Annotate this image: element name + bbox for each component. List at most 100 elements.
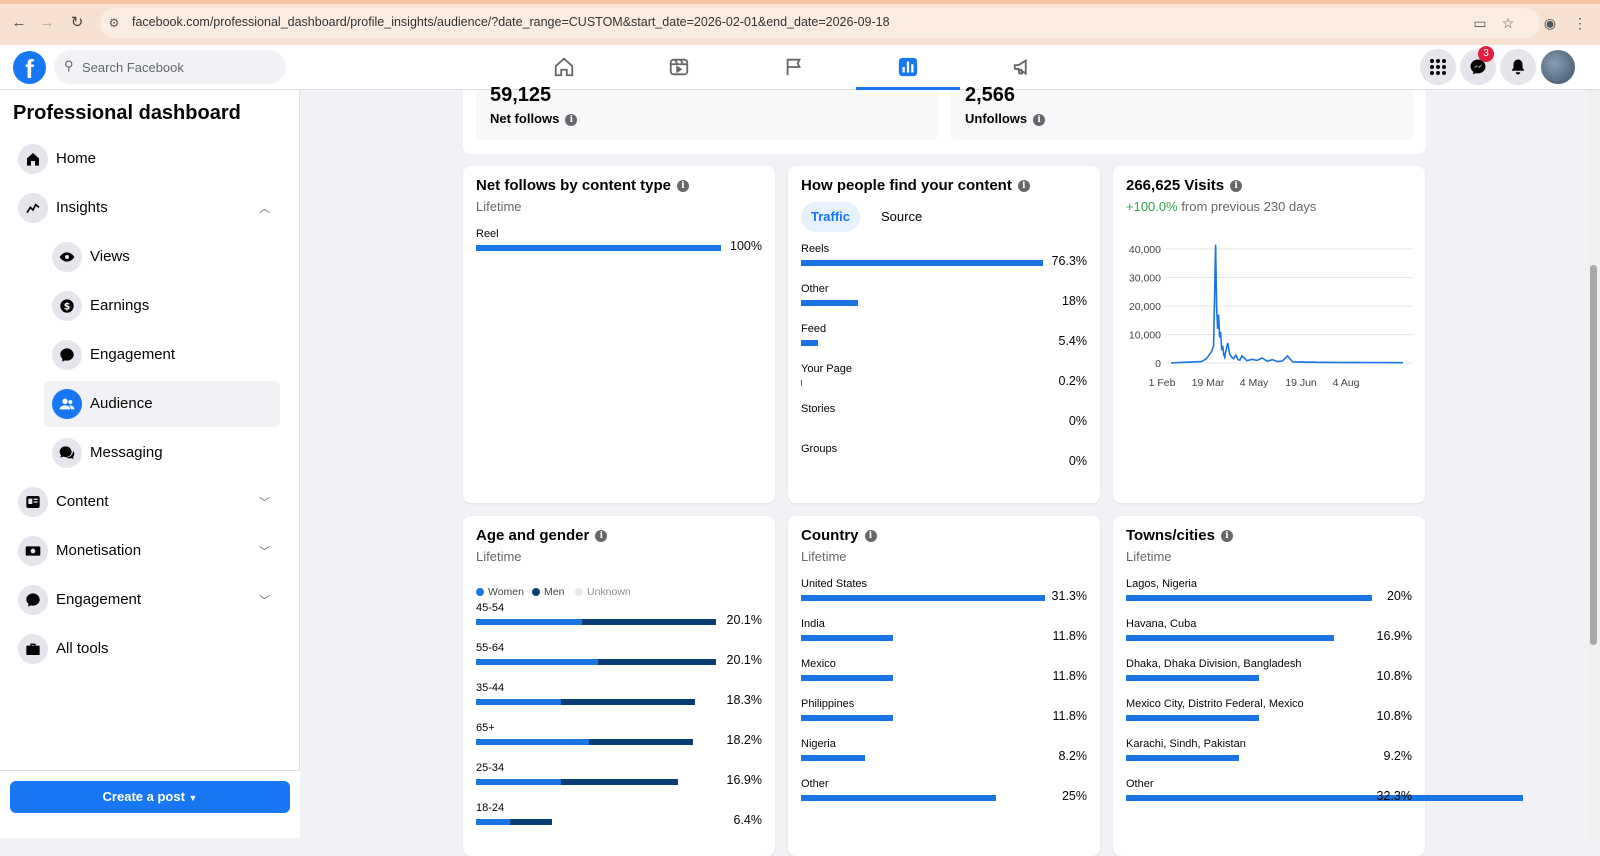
chevron-up-icon[interactable]: ︿ — [259, 203, 270, 215]
card-title-wrap: Net follows by content type i — [476, 177, 690, 194]
sidebar-item-views[interactable]: Views — [44, 234, 280, 280]
list-item: Mexico City, Distrito Federal, Mexico 10.… — [1126, 698, 1412, 734]
tab-source[interactable]: Source — [881, 209, 923, 224]
row-label: 65+ — [476, 722, 495, 734]
nav-video[interactable] — [627, 45, 731, 90]
sidebar-item-insights[interactable]: Insights ︿ — [10, 185, 280, 231]
nav-pages[interactable] — [742, 45, 846, 90]
chevron-down-icon[interactable]: ﹀ — [259, 546, 270, 558]
sidebar-item-earnings[interactable]: $ Earnings — [44, 283, 280, 329]
legend-unknown: Unknown — [575, 586, 631, 598]
list-item: Mexico 11.8% — [801, 658, 1087, 694]
visits-change-suffix: from previous 230 days — [1181, 199, 1317, 214]
sidebar-item-engagement-group[interactable]: Engagement ﹀ — [10, 577, 280, 623]
row-percent: 6.4% — [733, 813, 763, 827]
bar-men — [561, 779, 678, 785]
bar-men — [510, 819, 552, 825]
row-label: Mexico City, Distrito Federal, Mexico — [1126, 698, 1304, 710]
install-app-icon[interactable]: ▭ — [1473, 15, 1487, 31]
info-icon[interactable]: i — [1230, 180, 1243, 193]
card-title: Age and gender — [476, 527, 590, 544]
nav-insights[interactable] — [856, 45, 960, 90]
info-icon[interactable]: i — [677, 180, 690, 193]
bar-fill — [801, 300, 858, 306]
create-post-button[interactable]: Create a post ▼ — [10, 781, 290, 813]
sidebar-item-content[interactable]: Content ﹀ — [10, 479, 280, 525]
scrollbar-thumb[interactable] — [1590, 265, 1597, 645]
sidebar-item-engagement[interactable]: Engagement — [44, 332, 280, 378]
bar-track — [476, 619, 726, 625]
menu-button[interactable] — [1420, 49, 1456, 85]
sidebar-item-messaging[interactable]: Messaging — [44, 430, 280, 476]
chevron-down-icon[interactable]: ﹀ — [259, 595, 270, 607]
card-subtitle: Lifetime — [476, 199, 522, 214]
facebook-logo[interactable]: f — [13, 51, 46, 84]
chat-bubbles-icon — [52, 438, 82, 468]
row-percent: 8.2% — [1058, 749, 1088, 763]
info-icon[interactable]: i — [595, 530, 608, 543]
bar-fill — [1126, 755, 1239, 761]
forward-icon[interactable]: → — [39, 14, 55, 31]
age-gender-card: Age and gender i Lifetime Women Men Unkno… — [463, 516, 775, 856]
reload-icon[interactable]: ↻ — [70, 14, 84, 31]
tab-traffic[interactable]: Traffic — [801, 202, 861, 232]
list-item: Reel 100% — [476, 228, 762, 264]
chevron-down-icon[interactable]: ﹀ — [259, 497, 270, 509]
list-item: Your Page 0.2% — [801, 363, 1087, 399]
row-percent: 0.2% — [1058, 374, 1088, 388]
address-bar[interactable] — [100, 8, 1540, 38]
url-text[interactable]: facebook.com/professional_dashboard/prof… — [132, 15, 890, 29]
card-title-wrap: Towns/cities i — [1126, 527, 1233, 544]
info-icon[interactable]: i — [1017, 180, 1030, 193]
list-item: Dhaka, Dhaka Division, Bangladesh 10.8% — [1126, 658, 1412, 694]
bookmark-star-icon[interactable]: ☆ — [1501, 15, 1515, 31]
bar-track — [801, 380, 1051, 386]
bar-women — [476, 739, 589, 745]
browser-tab-strip — [0, 0, 1600, 4]
list-item: 55-64 20.1% — [476, 642, 762, 678]
nav-ads[interactable] — [971, 45, 1075, 90]
unfollows-value: 2,566 — [965, 84, 1016, 106]
card-title-wrap: 266,625 Visits i — [1126, 177, 1243, 194]
search-box[interactable]: ⚲ — [54, 50, 286, 84]
page-scrollbar[interactable] — [1588, 90, 1600, 838]
nav-home[interactable] — [512, 45, 616, 90]
info-icon[interactable]: i — [1033, 113, 1046, 126]
bell-icon — [1512, 59, 1524, 75]
card-subtitle: Lifetime — [1126, 549, 1172, 564]
row-percent: 11.8% — [1052, 709, 1087, 723]
back-icon[interactable]: ← — [11, 14, 27, 31]
site-info-icon[interactable]: ⚙ — [108, 16, 120, 30]
sidebar-item-audience[interactable]: Audience — [44, 381, 280, 427]
profile-icon[interactable]: ◉ — [1543, 15, 1557, 31]
sidebar-item-label: Engagement — [90, 346, 176, 363]
bar-women — [476, 659, 598, 665]
search-input[interactable] — [82, 50, 277, 84]
info-icon[interactable]: i — [864, 530, 877, 543]
notifications-button[interactable] — [1500, 49, 1536, 85]
sidebar-item-all-tools[interactable]: All tools — [10, 626, 280, 672]
people-icon — [52, 389, 82, 419]
row-label: Other — [801, 283, 829, 295]
bar-men — [582, 619, 716, 625]
row-percent: 11.8% — [1052, 669, 1087, 683]
sidebar-item-home[interactable]: Home — [10, 136, 280, 182]
messenger-badge: 3 — [1478, 46, 1494, 62]
bar-fill — [1126, 635, 1334, 641]
row-percent: 32.3% — [1376, 789, 1412, 803]
bar-track — [476, 739, 726, 745]
info-icon[interactable]: i — [1220, 530, 1233, 543]
browser-menu-icon[interactable]: ⋮ — [1573, 15, 1587, 31]
row-label: Your Page — [801, 363, 852, 375]
sidebar-item-monetisation[interactable]: Monetisation ﹀ — [10, 528, 280, 574]
bar-fill — [801, 675, 893, 681]
info-icon[interactable]: i — [565, 113, 578, 126]
row-percent: 20.1% — [726, 653, 762, 667]
bar-track — [801, 715, 1051, 721]
bar-women — [476, 699, 561, 705]
unfollows-label-wrap: Unfollows i — [965, 111, 1046, 126]
home-icon — [18, 144, 48, 174]
megaphone-icon — [1013, 58, 1027, 76]
row-percent: 31.3% — [1051, 589, 1087, 603]
avatar[interactable] — [1541, 50, 1575, 84]
